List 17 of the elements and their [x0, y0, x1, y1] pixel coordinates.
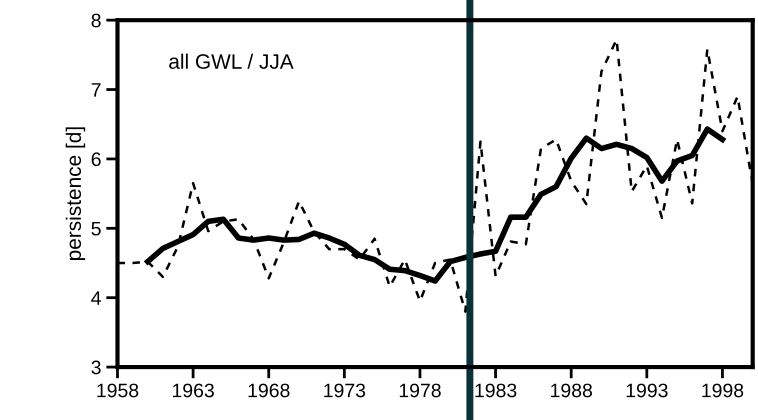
y-tick-label: 3	[91, 360, 101, 374]
x-tick-label: 1978	[400, 384, 441, 398]
x-tick-label: 1958	[97, 384, 138, 398]
x-tick-label: 1988	[551, 384, 592, 398]
x-tick-label: 1968	[248, 384, 290, 398]
y-axis-title: persistence [d]	[66, 127, 86, 260]
annotation: all GWL / JJA	[169, 54, 294, 69]
x-tick-label: 1973	[324, 384, 366, 398]
x-tick-label: 1963	[172, 384, 214, 398]
x-tick-label: 1998	[702, 384, 744, 398]
y-tick-label: 6	[92, 152, 101, 166]
y-tick-label: 5	[91, 222, 101, 236]
y-tick-label: 8	[92, 14, 101, 28]
y-tick-label: 7	[92, 83, 101, 97]
x-tick-label: 1983	[475, 384, 516, 398]
x-tick-label: 1993	[626, 384, 668, 398]
y-tick-label: 4	[91, 291, 101, 305]
